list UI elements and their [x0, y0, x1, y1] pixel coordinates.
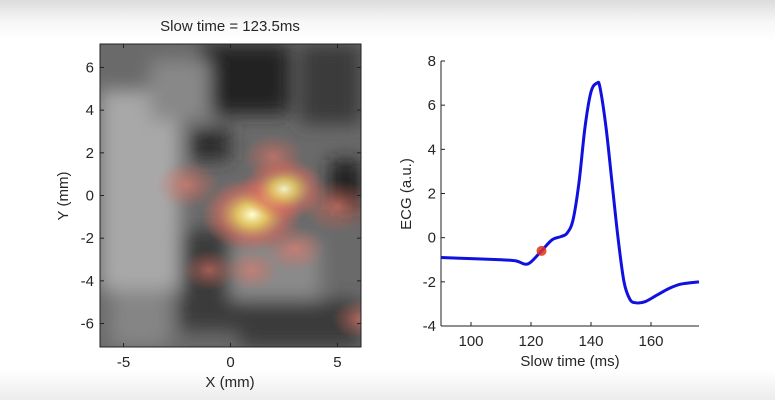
y-tick-label: -2 — [423, 274, 436, 291]
y-tick-label: 8 — [428, 53, 436, 70]
x-tick-label: 160 — [638, 333, 663, 350]
y-tick-label: -4 — [423, 318, 436, 335]
y-tick-label: 4 — [86, 102, 94, 119]
ecg-series-line — [440, 80, 700, 305]
y-tick-label: 0 — [86, 188, 94, 205]
x-tick-label: 0 — [226, 354, 234, 371]
ecg-ylabel: ECG (a.u.) — [398, 158, 415, 230]
heat-hotspot — [225, 250, 279, 291]
y-tick-label: 6 — [86, 59, 94, 76]
heatmap-title: Slow time = 123.5ms — [160, 18, 300, 35]
ecg-xlabel: Slow time (ms) — [520, 353, 619, 370]
heat-hotspot — [331, 299, 361, 340]
y-tick-label: 0 — [428, 230, 436, 247]
y-tick-label: -2 — [81, 230, 94, 247]
y-tick-label: 2 — [86, 145, 94, 162]
x-tick-label: -5 — [117, 354, 130, 371]
heat-hotspot — [155, 160, 220, 209]
heatmap-xlabel: X (mm) — [205, 374, 254, 391]
x-tick-label: 140 — [578, 333, 603, 350]
y-tick-label: 6 — [428, 97, 436, 114]
current-time-marker — [536, 245, 547, 256]
x-tick-label: 120 — [518, 333, 543, 350]
y-tick-label: -4 — [81, 273, 94, 290]
y-tick-label: 4 — [428, 141, 436, 158]
heat-hotspot — [302, 179, 361, 233]
heatmap-ylabel: Y (mm) — [55, 172, 72, 221]
heat-hotspot — [264, 226, 325, 272]
y-tick-label: -6 — [81, 316, 94, 333]
y-tick-label: 2 — [428, 186, 436, 203]
heat-hotspot — [182, 250, 236, 291]
x-tick-label: 5 — [333, 354, 341, 371]
heat-hotspot — [243, 134, 304, 180]
heatmap-image — [100, 44, 361, 347]
x-tick-label: 100 — [458, 333, 483, 350]
